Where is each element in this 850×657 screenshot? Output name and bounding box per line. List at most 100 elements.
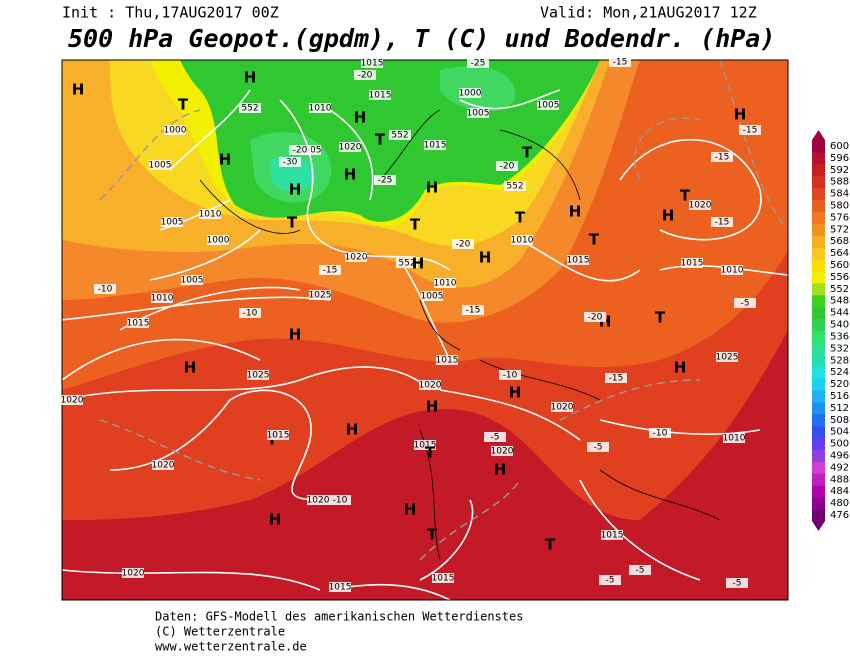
contour-label: -5 (606, 576, 615, 586)
label-box (462, 305, 484, 315)
pressure-center: T (427, 526, 438, 544)
contour-label: -15 (715, 153, 730, 163)
colorbar-swatch (812, 318, 825, 331)
label-box (434, 278, 456, 288)
label-box (369, 90, 391, 100)
pressure-center: T (425, 444, 436, 462)
contour-label: 1010 (199, 210, 222, 220)
contour-label: 1015 (436, 356, 459, 366)
contour-label: -5 (741, 299, 750, 309)
contour-label: 1015 (424, 141, 447, 151)
footer-source: Daten: GFS-Modell des amerikanischen Wet… (155, 610, 523, 624)
label-box (279, 157, 301, 167)
label-box (161, 217, 183, 227)
pressure-center: H (494, 461, 507, 479)
map-field (62, 60, 788, 600)
footer-url: www.wetterzentrale.de (155, 640, 307, 654)
colorbar-label: 584 (830, 189, 849, 200)
contour-label: 1015 (361, 59, 384, 69)
colorbar-label: 596 (830, 153, 849, 164)
colorbar-swatch (812, 378, 825, 391)
label-box (149, 160, 171, 170)
pressure-center: H (344, 166, 357, 184)
contour-label: 1020 (551, 403, 574, 413)
contour-label: -20 (358, 71, 373, 81)
pressure-center: H (509, 384, 522, 402)
contour-label: 1015 (369, 91, 392, 101)
contour-label: 1015 (601, 531, 624, 541)
colorbar-label: 528 (830, 355, 849, 366)
contour-label: -15 (613, 58, 628, 68)
pressure-center: H (734, 106, 747, 124)
pressure-center: H (404, 501, 417, 519)
label-box (309, 103, 331, 113)
contour-label: 1020 (61, 396, 84, 406)
colorbar-swatch (812, 282, 825, 296)
pressure-center: H (72, 81, 85, 99)
contour-label: -15 (609, 374, 624, 384)
label-box (584, 312, 606, 322)
colorbar-swatch (812, 473, 825, 486)
colorbar-label: 496 (830, 451, 849, 462)
colorbar-label: 568 (830, 236, 849, 247)
label-box (289, 145, 311, 155)
label-box (361, 58, 383, 68)
contour-label: 1025 (716, 353, 739, 363)
label-box (329, 495, 351, 505)
label-box (689, 200, 711, 210)
contour-label: -5 (491, 433, 500, 443)
label-box (734, 298, 756, 308)
contour-label: 1020 (152, 461, 175, 471)
pressure-center: H (346, 421, 359, 439)
pressure-center: H (426, 398, 439, 416)
pressure-center: H (426, 179, 439, 197)
pressure-center: T (410, 216, 421, 234)
label-box (601, 530, 623, 540)
contour-label: 1000 (207, 236, 230, 246)
colorbar-swatch (812, 211, 825, 224)
label-box (484, 432, 506, 442)
pressure-center: H (289, 181, 302, 199)
contour-label: 552 (241, 104, 258, 114)
contour-label: 1000 (164, 126, 187, 136)
label-box (711, 217, 733, 227)
label-box (247, 370, 269, 380)
colorbar-swatch (812, 247, 825, 260)
contour-label: -25 (471, 59, 486, 69)
contour-label: 1015 (267, 431, 290, 441)
contour-label: -10 (98, 285, 113, 295)
colorbar-swatch (812, 437, 825, 451)
contour-label: 1020 (345, 253, 368, 263)
colorbar-label: 552 (830, 284, 849, 295)
label-box (239, 308, 261, 318)
contour-label: -10 (243, 309, 258, 319)
label-box (567, 255, 589, 265)
colorbar-label: 588 (830, 177, 849, 188)
pressure-center: T (589, 231, 600, 249)
label-box (721, 265, 743, 275)
label-box (496, 161, 518, 171)
pressure-center: H (354, 109, 367, 127)
contour-label: 1020 (689, 201, 712, 211)
pressure-center: H (269, 511, 282, 529)
contour-label: 1020 (419, 381, 442, 391)
valid-time: Valid: Mon,21AUG2017 12Z (540, 4, 757, 22)
colorbar-swatch (812, 449, 825, 462)
colorbar-label: 512 (830, 403, 849, 414)
label-box (537, 100, 559, 110)
contour-label: 1015 (681, 259, 704, 269)
colorbar-swatch (812, 187, 825, 201)
contour-label: 1020 (307, 496, 330, 506)
label-box (629, 565, 651, 575)
colorbar-swatch (812, 366, 825, 379)
label-box (726, 578, 748, 588)
label-box (309, 290, 331, 300)
contour-label: -20 (293, 146, 308, 156)
colorbar-swatch (812, 425, 825, 439)
label-box (711, 152, 733, 162)
contour-label: 1010 (511, 236, 534, 246)
contour-label: 1005 (537, 101, 560, 111)
init-time: Init : Thu,17AUG2017 00Z (62, 4, 279, 22)
colorbar-swatch (812, 413, 825, 427)
label-box (419, 380, 441, 390)
